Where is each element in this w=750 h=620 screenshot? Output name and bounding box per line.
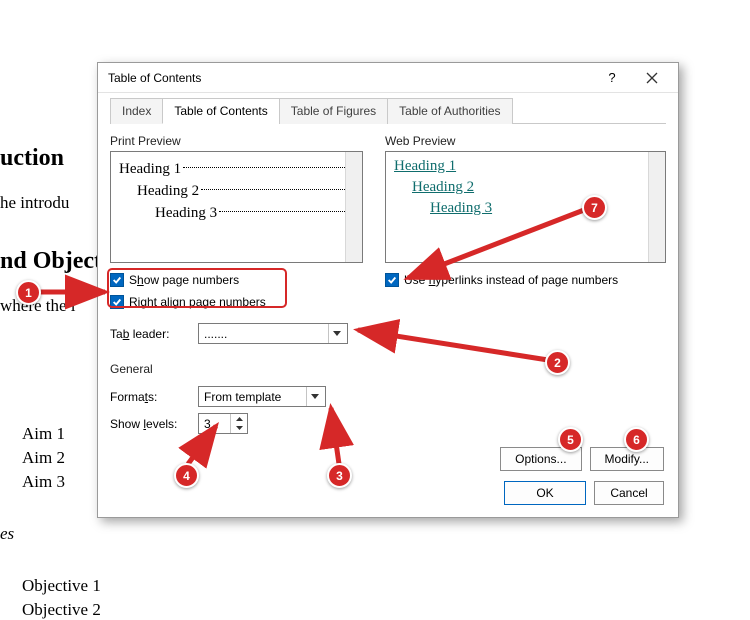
toc-preview-row: Heading 2 3 [119, 180, 354, 202]
show-levels-spinner[interactable]: 3 [198, 413, 248, 434]
options-button[interactable]: Options... [500, 447, 581, 471]
toc-preview-row: Heading 1 1 [119, 158, 354, 180]
toc-row-label: Heading 2 [137, 183, 199, 200]
bg-heading-2: nd Object [0, 248, 102, 275]
print-preview-label: Print Preview [110, 134, 363, 148]
tab-toc[interactable]: Table of Contents [162, 98, 279, 124]
toc-row-label: Heading 1 [119, 161, 181, 178]
show-page-numbers-row[interactable]: Show page numbers [110, 271, 363, 289]
toc-leader-dots [183, 167, 344, 168]
help-button[interactable]: ? [592, 64, 632, 92]
formats-label: Formats: [110, 390, 190, 404]
close-icon [646, 72, 658, 84]
preview-scrollbar[interactable] [648, 152, 665, 262]
tab-strip: Index Table of Contents Table of Figures… [110, 97, 666, 124]
spinner-buttons[interactable] [230, 414, 247, 433]
hyperlinks-row[interactable]: Use hyperlinks instead of page numbers [385, 271, 666, 289]
chevron-down-icon [328, 324, 345, 343]
toc-row-label: Heading 3 [155, 205, 217, 222]
ok-button[interactable]: OK [504, 481, 586, 505]
tab-toa[interactable]: Table of Authorities [387, 98, 512, 124]
toc-leader-dots [219, 211, 344, 212]
modify-button[interactable]: Modify... [590, 447, 664, 471]
close-button[interactable] [632, 64, 672, 92]
tab-index[interactable]: Index [110, 98, 163, 124]
right-align-row[interactable]: Right align page numbers [110, 293, 363, 311]
cancel-button[interactable]: Cancel [594, 481, 664, 505]
bg-aim-2: Aim 2 [22, 448, 65, 468]
toc-dialog: Table of Contents ? Index Table of Conte… [97, 62, 679, 518]
web-preview-label: Web Preview [385, 134, 666, 148]
toc-leader-dots [201, 189, 344, 190]
bg-heading-1: uction [0, 145, 64, 172]
tab-leader-label: Tab leader: [110, 327, 190, 341]
dialog-title: Table of Contents [108, 71, 592, 85]
tab-leader-dropdown[interactable]: ....... [198, 323, 348, 344]
general-section-label: General [110, 362, 666, 376]
bg-aim-1: Aim 1 [22, 424, 65, 444]
show-page-numbers-label: Show page numbers [129, 273, 239, 287]
bg-italic: es [0, 524, 14, 544]
show-levels-label: Show levels: [110, 417, 190, 431]
right-align-label: Right align page numbers [129, 295, 266, 309]
web-preview-box: Heading 1 Heading 2 Heading 3 [385, 151, 666, 263]
print-preview-box: Heading 1 1 Heading 2 3 Heading 3 5 [110, 151, 363, 263]
hyperlinks-label: Use hyperlinks instead of page numbers [404, 273, 618, 287]
show-page-numbers-checkbox[interactable] [110, 273, 124, 287]
formats-value: From template [204, 390, 306, 404]
right-align-checkbox[interactable] [110, 295, 124, 309]
formats-dropdown[interactable]: From template [198, 386, 326, 407]
toc-preview-row: Heading 3 5 [119, 202, 354, 224]
preview-scrollbar[interactable] [345, 152, 362, 262]
web-preview-link: Heading 3 [394, 200, 657, 217]
show-levels-value: 3 [199, 417, 230, 431]
bg-objective-1: Objective 1 [22, 576, 101, 596]
tab-tof[interactable]: Table of Figures [279, 98, 388, 124]
bg-objective-2: Objective 2 [22, 600, 101, 620]
web-preview-link: Heading 1 [394, 158, 657, 175]
web-preview-link: Heading 2 [394, 179, 657, 196]
tab-leader-value: ....... [204, 327, 328, 341]
hyperlinks-checkbox[interactable] [385, 273, 399, 287]
bg-paragraph-1: he introdu [0, 193, 69, 213]
bg-aim-3: Aim 3 [22, 472, 65, 492]
dialog-titlebar: Table of Contents ? [98, 63, 678, 93]
chevron-down-icon [306, 387, 323, 406]
bg-paragraph-2: where the i [0, 296, 76, 316]
